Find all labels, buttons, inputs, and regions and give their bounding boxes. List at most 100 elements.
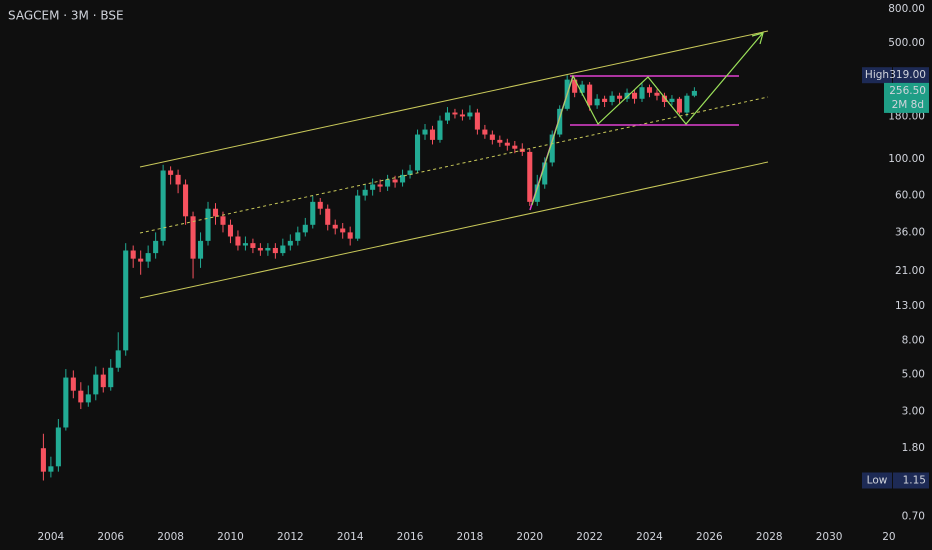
candle-body bbox=[452, 112, 458, 115]
candle-body bbox=[257, 247, 263, 251]
candle-body bbox=[197, 240, 204, 259]
candle-body bbox=[145, 253, 151, 262]
candle-body bbox=[609, 95, 615, 102]
axes: 800.00 500.00 180.00 100.00 60.00 36.00 21.00 1… bbox=[38, 3, 929, 543]
x-tick-label: 2030 bbox=[816, 531, 843, 543]
y-tick-label: 60.00 bbox=[895, 190, 925, 202]
candle-body bbox=[377, 184, 383, 187]
candle-body bbox=[549, 134, 555, 163]
arrow-head bbox=[751, 32, 764, 45]
candle-body bbox=[624, 92, 630, 99]
x-tick-label: 2026 bbox=[696, 531, 723, 543]
x-tick-label: 2016 bbox=[397, 531, 424, 543]
candle-body bbox=[168, 170, 174, 175]
candle-body bbox=[392, 179, 398, 183]
x-tick-label: 2028 bbox=[756, 531, 783, 543]
candle-body bbox=[579, 84, 585, 93]
candle-body bbox=[250, 243, 256, 248]
candle-body bbox=[310, 201, 316, 225]
candle-body bbox=[93, 374, 99, 395]
candle-body bbox=[482, 129, 488, 135]
candle-body bbox=[242, 243, 248, 246]
x-tick-label: 2004 bbox=[38, 531, 65, 543]
x-tick-label: 2006 bbox=[97, 531, 124, 543]
marker-value-box bbox=[893, 67, 929, 84]
candle-body bbox=[661, 95, 668, 102]
x-tick-label: 2024 bbox=[636, 531, 663, 543]
candle-body bbox=[183, 184, 189, 217]
marker-value-box bbox=[893, 472, 929, 489]
x-tick-label: 2022 bbox=[576, 531, 603, 543]
y-tick-label: 500.00 bbox=[888, 37, 925, 49]
x-tick-label: 2012 bbox=[277, 531, 304, 543]
candle-body bbox=[654, 92, 660, 96]
candle-body bbox=[115, 350, 121, 368]
channel-lower bbox=[139, 161, 769, 299]
y-tick-label: 36.00 bbox=[895, 226, 925, 238]
candle-body bbox=[631, 92, 638, 99]
candle-body bbox=[355, 195, 361, 239]
candle-body bbox=[459, 114, 465, 117]
candle-body bbox=[63, 377, 69, 428]
last-price-countdown: 2M 8d bbox=[892, 99, 924, 111]
channel-upper bbox=[139, 30, 769, 168]
candle-body bbox=[594, 98, 600, 106]
candle-body bbox=[474, 112, 480, 130]
y-tick-label: 1.80 bbox=[902, 442, 925, 454]
x-tick-label: 2014 bbox=[337, 531, 364, 543]
candle-body bbox=[572, 79, 578, 93]
candle-body bbox=[676, 98, 682, 113]
y-tick-label: 21.00 bbox=[895, 265, 925, 277]
last-price: 256.50 bbox=[889, 85, 926, 97]
candle-body bbox=[235, 236, 241, 246]
candle-body bbox=[370, 184, 376, 190]
candle-body bbox=[212, 208, 219, 217]
candle-body bbox=[340, 228, 346, 233]
channel-mid bbox=[139, 96, 769, 234]
candle-body bbox=[190, 216, 196, 259]
candle-body bbox=[422, 129, 428, 135]
y-tick-label: 800.00 bbox=[888, 3, 925, 15]
marker-name-box bbox=[862, 67, 892, 84]
y-tick-label: 0.70 bbox=[902, 510, 925, 522]
candle-body bbox=[123, 250, 129, 351]
last-price-box bbox=[884, 82, 929, 113]
candle-body bbox=[130, 250, 136, 259]
candle-body bbox=[205, 208, 211, 241]
plot-area bbox=[40, 75, 697, 481]
candle-body bbox=[48, 466, 54, 472]
y-tick-label: 8.00 bbox=[902, 335, 925, 347]
marker-value: 1.15 bbox=[903, 474, 926, 486]
candle-body bbox=[332, 224, 338, 229]
candle-body bbox=[437, 120, 443, 140]
marker-name-box bbox=[862, 472, 892, 489]
candle-body bbox=[429, 129, 436, 140]
candle-body bbox=[265, 247, 271, 251]
candle-body bbox=[407, 170, 413, 175]
candle-body bbox=[646, 87, 653, 93]
x-tick-label: 2018 bbox=[457, 531, 484, 543]
candle-body bbox=[220, 216, 226, 225]
candle-body bbox=[138, 258, 144, 262]
y-tick-label: 180.00 bbox=[888, 110, 925, 122]
candle-body bbox=[227, 224, 234, 237]
candle-body bbox=[639, 87, 645, 99]
candle-body bbox=[78, 390, 84, 403]
x-tick-label: 2010 bbox=[217, 531, 244, 543]
candle-body bbox=[153, 240, 159, 254]
candle-body bbox=[669, 98, 675, 102]
candle-body bbox=[414, 134, 421, 171]
x-tick-label: 2008 bbox=[157, 531, 184, 543]
candle-body bbox=[287, 240, 293, 246]
candle-body bbox=[684, 95, 690, 113]
candle-body bbox=[534, 184, 540, 202]
candle-body bbox=[362, 189, 368, 196]
candle-body bbox=[175, 174, 181, 185]
candle-body bbox=[587, 84, 593, 106]
y-tick-label: 5.00 bbox=[902, 369, 925, 381]
candle-body bbox=[527, 151, 533, 202]
candle-body bbox=[542, 162, 548, 185]
candle-body bbox=[467, 112, 473, 117]
marker-name: Low bbox=[867, 474, 888, 486]
